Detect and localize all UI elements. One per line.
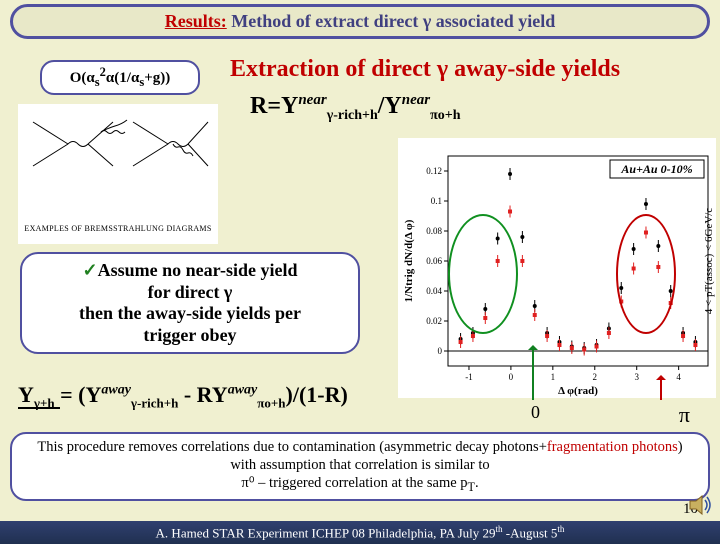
svg-text:1: 1 — [551, 372, 556, 382]
near-side-ellipse — [448, 214, 518, 334]
ratio-equation: R=Ynearγ-rich+h/Ynearπo+h — [250, 92, 461, 124]
results-label: Results: — [165, 11, 227, 31]
svg-text:4: 4 — [676, 372, 681, 382]
slide-title: Results: Method of extract direct γ asso… — [10, 4, 710, 39]
svg-text:0.02: 0.02 — [426, 316, 442, 326]
svg-text:0: 0 — [509, 372, 514, 382]
svg-text:-1: -1 — [465, 372, 473, 382]
zero-label: 0 — [531, 402, 540, 423]
svg-text:0.12: 0.12 — [426, 166, 442, 176]
slide-footer: A. Hamed STAR Experiment ICHEP 08 Philad… — [0, 521, 720, 544]
order-box: O(αs2α(1/αs+g)) — [40, 60, 200, 95]
explanation-box: This procedure removes correlations due … — [10, 432, 710, 501]
svg-text:0.04: 0.04 — [426, 286, 442, 296]
svg-text:0.06: 0.06 — [426, 256, 442, 266]
yield-equation: Yγ+h = (Yawayγ-rich+h - RYawayπo+h)/(1-R… — [18, 382, 348, 411]
svg-text:1/Ntrig dN/d(Δ φ): 1/Ntrig dN/d(Δ φ) — [403, 219, 415, 302]
pi-arrow — [660, 376, 662, 400]
extraction-heading: Extraction of direct γ away-side yields — [230, 56, 620, 83]
diagram-caption: EXAMPLES OF BREMSSTRAHLUNG DIAGRAMS — [18, 224, 218, 233]
bremsstrahlung-svg — [23, 104, 213, 222]
feynman-diagrams: EXAMPLES OF BREMSSTRAHLUNG DIAGRAMS — [18, 104, 218, 244]
away-side-ellipse — [616, 214, 676, 334]
svg-text:4 < pT(assoc) < 6GeV/c: 4 < pT(assoc) < 6GeV/c — [703, 208, 715, 315]
svg-text:2: 2 — [593, 372, 598, 382]
svg-text:Au+Au 0-10%: Au+Au 0-10% — [620, 162, 692, 176]
zero-arrow — [532, 346, 534, 400]
svg-text:0: 0 — [438, 346, 443, 356]
pi-label: π — [679, 402, 690, 428]
title-rest: Method of extract direct γ associated yi… — [227, 11, 556, 31]
check-icon: ✓ — [83, 260, 98, 280]
svg-text:3: 3 — [634, 372, 639, 382]
speaker-icon — [688, 494, 714, 516]
assumption-box: ✓Assume no near-side yield for direct γ … — [20, 252, 360, 354]
svg-text:0.08: 0.08 — [426, 226, 442, 236]
svg-text:Δ φ(rad): Δ φ(rad) — [558, 385, 598, 397]
svg-text:0.1: 0.1 — [431, 196, 442, 206]
